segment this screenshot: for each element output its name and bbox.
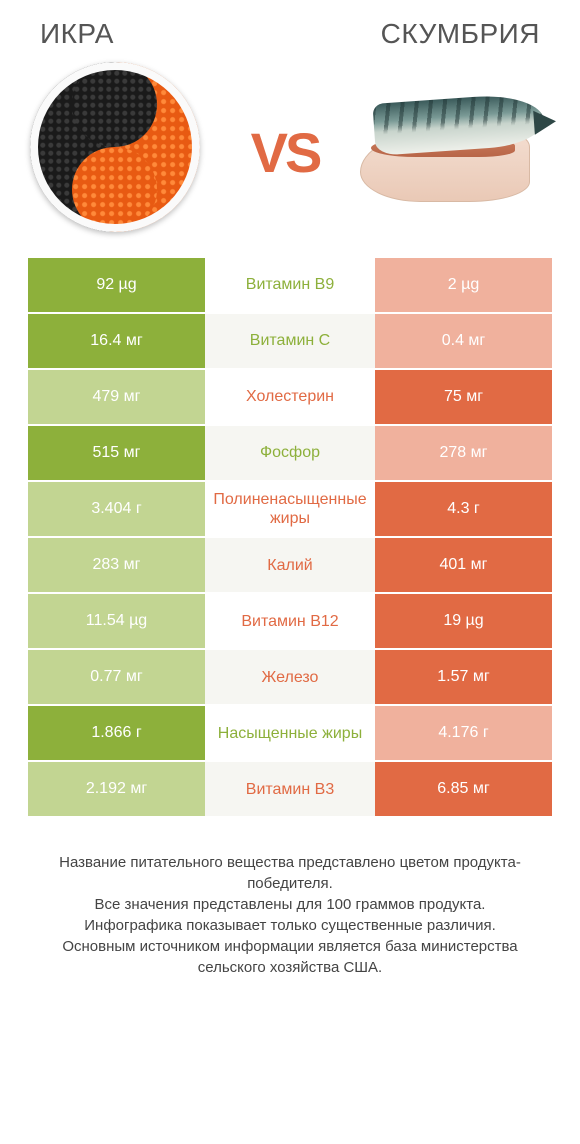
left-value: 3.404 г <box>28 482 205 536</box>
left-value: 283 мг <box>28 538 205 592</box>
footnote: Название питательного вещества представл… <box>40 852 540 978</box>
nutrient-name: Витамин B9 <box>205 258 375 312</box>
nutrient-name: Витамин B12 <box>205 594 375 648</box>
table-row: 11.54 µgВитамин B1219 µg <box>28 594 552 650</box>
right-value: 0.4 мг <box>375 314 552 368</box>
left-value: 515 мг <box>28 426 205 480</box>
left-product-title: ИКРА <box>40 18 114 50</box>
left-value: 2.192 мг <box>28 762 205 816</box>
nutrient-name: Витамин B3 <box>205 762 375 816</box>
nutrient-name: Железо <box>205 650 375 704</box>
nutrient-name: Насыщенные жиры <box>205 706 375 760</box>
left-value: 1.866 г <box>28 706 205 760</box>
table-row: 0.77 мгЖелезо1.57 мг <box>28 650 552 706</box>
footnote-line: Все значения представлены для 100 граммо… <box>40 894 540 915</box>
right-product-title: СКУМБРИЯ <box>381 18 540 50</box>
hero-row: VS <box>0 60 580 250</box>
caviar-image <box>30 62 210 242</box>
footnote-line: Основным источником информации является … <box>40 936 540 978</box>
nutrient-name: Фосфор <box>205 426 375 480</box>
right-value: 1.57 мг <box>375 650 552 704</box>
footnote-line: Название питательного вещества представл… <box>40 852 540 894</box>
footnote-line: Инфографика показывает только существенн… <box>40 915 540 936</box>
nutrient-name: Холестерин <box>205 370 375 424</box>
left-value: 0.77 мг <box>28 650 205 704</box>
table-row: 16.4 мгВитамин C0.4 мг <box>28 314 552 370</box>
nutrient-name: Полиненасыщенные жиры <box>205 482 375 536</box>
left-value: 479 мг <box>28 370 205 424</box>
left-value: 11.54 µg <box>28 594 205 648</box>
table-row: 92 µgВитамин B92 µg <box>28 258 552 314</box>
table-row: 1.866 гНасыщенные жиры4.176 г <box>28 706 552 762</box>
right-value: 19 µg <box>375 594 552 648</box>
comparison-table: 92 µgВитамин B92 µg16.4 мгВитамин C0.4 м… <box>28 258 552 818</box>
right-value: 4.176 г <box>375 706 552 760</box>
table-row: 2.192 мгВитамин B36.85 мг <box>28 762 552 818</box>
right-value: 75 мг <box>375 370 552 424</box>
table-row: 3.404 гПолиненасыщенные жиры4.3 г <box>28 482 552 538</box>
header: ИКРА СКУМБРИЯ <box>0 0 580 60</box>
right-value: 401 мг <box>375 538 552 592</box>
mackerel-image <box>360 92 550 212</box>
nutrient-name: Витамин C <box>205 314 375 368</box>
left-value: 16.4 мг <box>28 314 205 368</box>
right-value: 2 µg <box>375 258 552 312</box>
vs-label: VS <box>251 120 320 185</box>
right-value: 4.3 г <box>375 482 552 536</box>
left-value: 92 µg <box>28 258 205 312</box>
right-value: 278 мг <box>375 426 552 480</box>
table-row: 479 мгХолестерин75 мг <box>28 370 552 426</box>
table-row: 515 мгФосфор278 мг <box>28 426 552 482</box>
right-value: 6.85 мг <box>375 762 552 816</box>
table-row: 283 мгКалий401 мг <box>28 538 552 594</box>
nutrient-name: Калий <box>205 538 375 592</box>
